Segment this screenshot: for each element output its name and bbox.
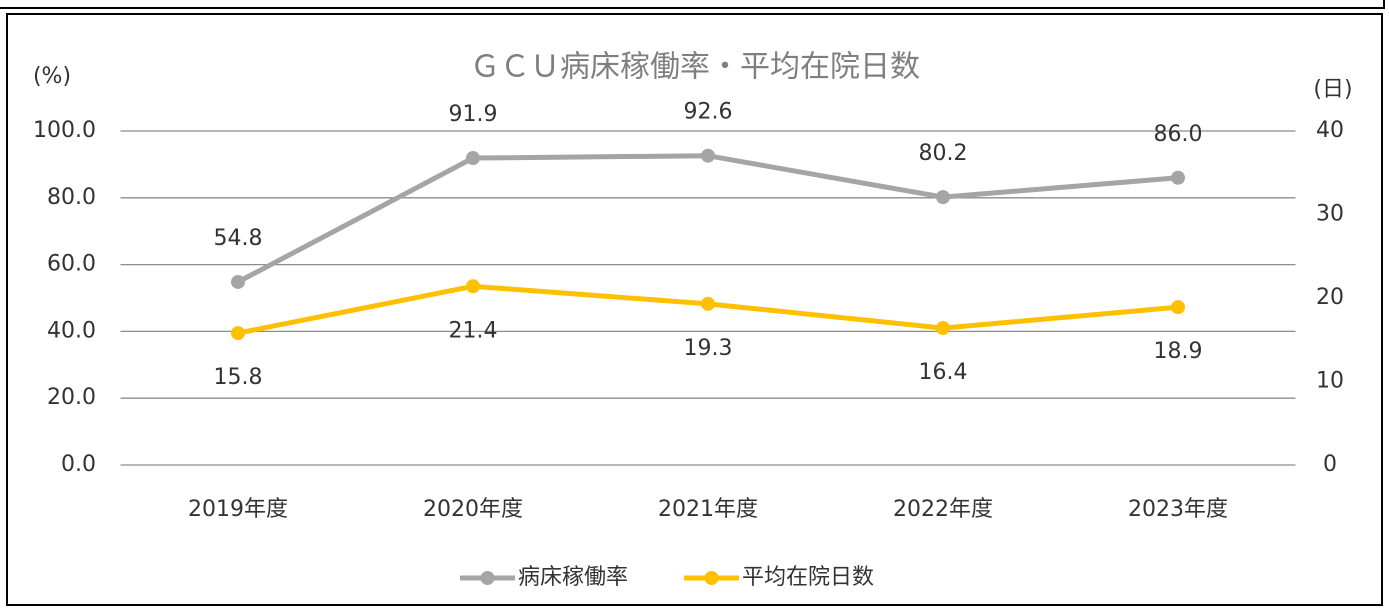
y-tick-label: 60.0 [47, 252, 96, 277]
y-tick-label: 40.0 [47, 318, 96, 343]
x-tick-label: 2023年度 [1128, 497, 1228, 522]
y2-tick-label: 0 [1323, 452, 1337, 477]
x-tick-label: 2020年度 [423, 497, 523, 522]
legend-label: 平均在院日数 [742, 565, 874, 590]
x-tick-label: 2019年度 [188, 497, 288, 522]
point [701, 296, 715, 311]
legend-marker [480, 571, 495, 585]
y-tick-label: 0.0 [61, 452, 96, 477]
data-label: 18.9 [1154, 339, 1203, 364]
y-tick-label: 80.0 [47, 185, 96, 210]
y2-tick-label: 10 [1316, 369, 1344, 394]
data-label: 80.2 [919, 141, 968, 166]
data-label: 91.9 [449, 102, 498, 127]
y2-tick-label: 30 [1316, 202, 1344, 227]
data-label: 54.8 [214, 226, 263, 251]
point [231, 326, 245, 341]
point [1171, 300, 1185, 315]
data-label: 92.6 [684, 100, 733, 125]
x-tick-label: 2021年度 [658, 497, 758, 522]
data-label: 86.0 [1154, 122, 1203, 147]
y2-axis-label: (日) [1313, 77, 1352, 102]
point [701, 148, 715, 163]
y-tick-label: 100.0 [33, 118, 96, 143]
data-label: 21.4 [449, 318, 498, 343]
data-label: 19.3 [684, 336, 733, 361]
y-tick-label: 20.0 [47, 385, 96, 410]
point [936, 321, 950, 336]
point [1171, 170, 1185, 185]
data-label: 15.8 [214, 365, 263, 390]
y2-tick-label: 20 [1316, 285, 1344, 310]
point [466, 151, 480, 166]
legend-marker [704, 571, 719, 585]
point [936, 190, 950, 205]
chart-title: ＧＣＵ病床稼働率・平均在院日数 [470, 50, 920, 85]
legend-label: 病床稼働率 [518, 565, 628, 590]
point [231, 274, 245, 289]
x-tick-label: 2022年度 [893, 497, 993, 522]
y2-tick-label: 40 [1316, 118, 1344, 143]
top-frame [0, 0, 1385, 9]
data-label: 16.4 [919, 360, 968, 385]
y-axis-label: (%) [33, 64, 71, 89]
point [466, 279, 480, 294]
